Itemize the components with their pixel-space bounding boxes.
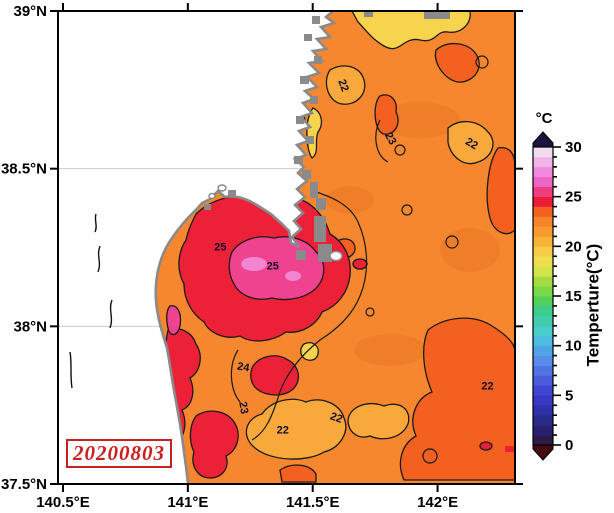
colorbar-segment [533, 296, 553, 307]
colorbar-segment [533, 286, 553, 297]
colorbar-segment [533, 216, 553, 227]
cool-patch-group [300, 11, 471, 361]
colorbar-segment [533, 256, 553, 267]
contour-label: 22 [335, 78, 350, 94]
shore-cells [204, 11, 450, 262]
colorbar-segment [533, 425, 553, 436]
bay-warmest-spot [285, 271, 301, 281]
bay-warmest-spot [241, 257, 267, 271]
x-tick-label: 140.5°E [36, 494, 90, 511]
mild-patch [245, 398, 347, 460]
warm-spot [479, 441, 493, 451]
mild-patch [325, 65, 366, 105]
cool-patch-coastal [306, 107, 323, 159]
contour-label: 22 [277, 425, 289, 437]
date-stamp: 20200803 [66, 439, 172, 468]
colorbar-segment [533, 206, 553, 217]
contour-label: 22 [328, 410, 344, 425]
warm-patch [486, 146, 515, 235]
colorbar-segment [533, 335, 553, 346]
contour-label: 25 [267, 261, 279, 273]
y-tick-label: 39°N [13, 3, 47, 20]
contour-label: 24 [236, 361, 251, 375]
colorbar-segment [533, 166, 553, 178]
y-tick-label: 37.5°N [1, 476, 47, 493]
warm-blob-south [189, 410, 239, 479]
rivers [69, 213, 113, 389]
colorbar-segment [533, 365, 553, 376]
colorbar-tick-label: 20 [565, 238, 582, 255]
y-tick-label: 38°N [13, 318, 47, 335]
colorbar: 0 5 10 15 20 25 30 [532, 131, 582, 461]
x-tick-label: 142°E [417, 494, 458, 511]
colorbar-segment [533, 325, 553, 337]
coastal-warm-core [166, 305, 182, 336]
mild-patch [347, 403, 410, 440]
bay-warmest-group [241, 257, 301, 281]
colorbar-segment [533, 156, 553, 168]
mild-patch [447, 121, 494, 165]
colorbar-over-cap [532, 131, 554, 148]
colorbar-segment [533, 315, 553, 327]
land [58, 11, 334, 484]
plot-frame [57, 10, 516, 485]
colorbar-segment [533, 355, 553, 366]
colorbar-segment [533, 415, 553, 426]
colorbar-segment [533, 395, 553, 406]
colorbar-segment [533, 435, 553, 446]
colorbar-segment [533, 276, 553, 287]
contour-label: 25 [214, 242, 226, 254]
cool-spot-small [300, 342, 319, 361]
colorbar-tick-label: 15 [565, 288, 582, 305]
colorbar-tick-label: 5 [565, 387, 573, 404]
warm-blob-24 [250, 355, 299, 396]
colorbar-tick-label: 25 [565, 189, 582, 206]
warm-spot [505, 446, 514, 452]
colorbar-under-cap [532, 444, 554, 461]
colorbar-segment [533, 305, 553, 317]
colorbar-segment [533, 246, 553, 257]
warm-patch [399, 317, 515, 481]
colorbar-segment [533, 385, 553, 396]
x-tick-label: 141.5°E [286, 494, 340, 511]
colorbar-segment [533, 345, 553, 356]
colorbar-segment [533, 186, 553, 197]
colorbar-segment [533, 226, 553, 237]
contour-label: 23 [382, 130, 399, 147]
contour-label: 22 [463, 136, 480, 153]
warm-patch-group [279, 43, 515, 483]
islands [208, 184, 343, 262]
colorbar-tick-label: 30 [565, 139, 582, 156]
colorbar-segment [533, 236, 553, 247]
colorbar-tick-label: 0 [565, 437, 573, 454]
colorbar-title: Temperture(°C) [583, 243, 603, 367]
colorbar-segment [533, 266, 553, 277]
axis-ticks: 140.5°E 141°E 141.5°E 142°E 39°N 38.5°N 38°N 37… [1, 3, 523, 511]
warm-spot [352, 258, 368, 270]
colorbar-segment [533, 176, 553, 188]
contour-label: 23 [236, 401, 250, 415]
contour-lines [230, 55, 489, 464]
cool-patch-north [351, 11, 471, 50]
contour-label: 22 [481, 380, 493, 392]
warm-patch [434, 43, 480, 83]
colorbar-tick-label: 10 [565, 338, 582, 355]
colorbar-unit-label: °C [535, 110, 553, 127]
sea-layer: 25 25 24 23 23 22 22 22 22 22 [58, 11, 515, 484]
contour-labels: 25 25 24 23 23 22 22 22 22 22 [214, 78, 493, 437]
coastline [154, 11, 337, 484]
warm-patch [374, 94, 399, 135]
colorbar-segment [533, 375, 553, 386]
x-tick-label: 141°E [167, 494, 208, 511]
y-tick-label: 38.5°N [1, 161, 47, 178]
warm-patch [279, 464, 317, 483]
colorbar-segment [533, 196, 553, 207]
colorbar-segment [533, 405, 553, 416]
colorbar-segment [533, 147, 553, 158]
